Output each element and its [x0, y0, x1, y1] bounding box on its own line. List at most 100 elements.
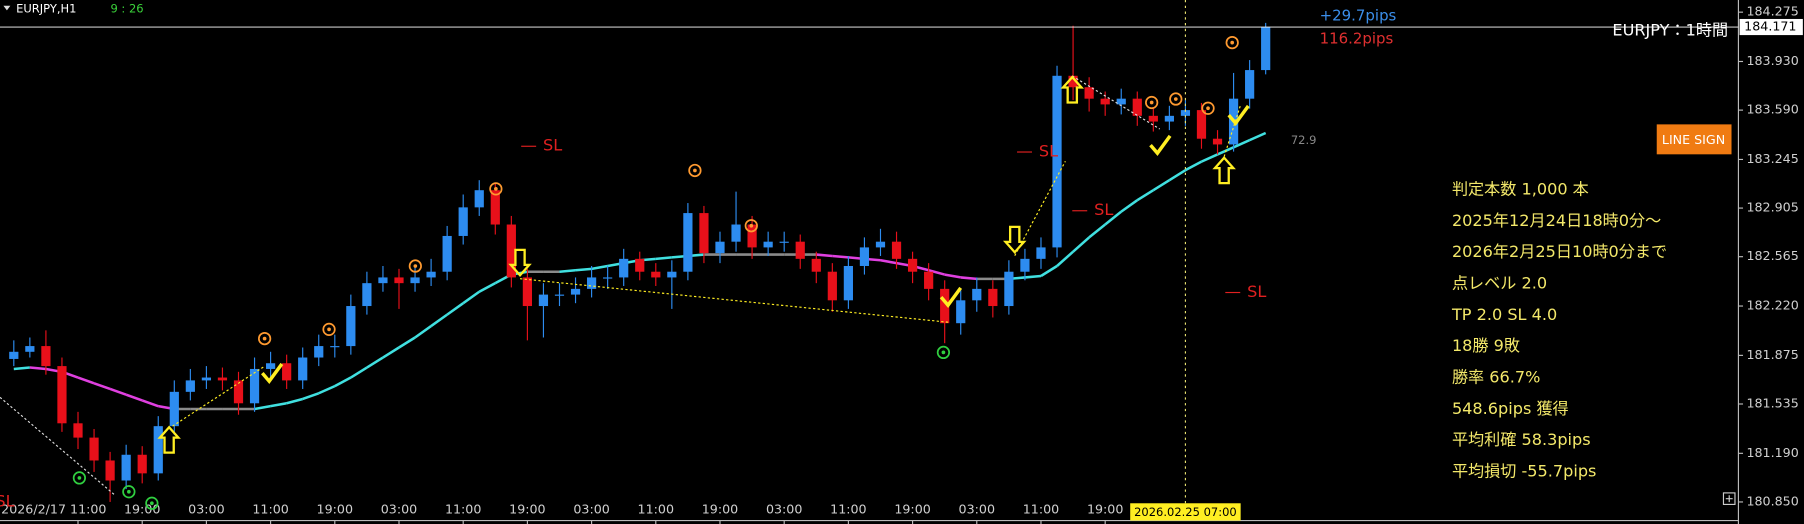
sl-label: SL: [0, 492, 15, 511]
ma-segment: [334, 376, 352, 388]
trade-line: [1014, 160, 1066, 256]
ma-segment: [1136, 189, 1154, 202]
candle-body: [603, 277, 613, 279]
ma-segment: [478, 282, 496, 293]
x-tick-label: 19:00: [894, 502, 930, 517]
candle-body: [859, 247, 870, 266]
ma-segment: [1088, 223, 1106, 239]
candle-body: [346, 306, 356, 347]
candle-body: [282, 363, 292, 381]
x-tick-label: 03:00: [573, 502, 609, 517]
candle-body: [827, 271, 837, 301]
trade-line: [0, 396, 116, 496]
y-tick-label: 180.850: [1746, 493, 1798, 508]
ma-segment: [366, 356, 384, 369]
ma-segment: [13, 366, 30, 371]
candle-body: [1052, 75, 1062, 248]
candle-body: [9, 351, 19, 359]
ma-segment: [382, 346, 400, 359]
ma-segment: [960, 276, 977, 281]
candle-body: [699, 213, 709, 254]
candle-body: [522, 277, 532, 307]
ma-segment: [93, 382, 111, 391]
ma-segment: [1233, 138, 1251, 149]
ma-segment: [302, 392, 320, 401]
candle-body: [410, 277, 420, 284]
ma-segment: [254, 404, 271, 411]
cursor-time-box: [1130, 503, 1241, 521]
candle-body: [940, 288, 950, 324]
candle-body: [217, 377, 228, 381]
profit-current: +29.7pips: [1320, 7, 1397, 25]
ma-segment: [575, 267, 592, 272]
candle-body: [25, 346, 35, 352]
candle-body: [1180, 110, 1191, 116]
ma-segment: [77, 376, 95, 385]
zoom-icon[interactable]: [1722, 492, 1736, 505]
candle-body: [924, 271, 934, 289]
line-sign-button[interactable]: [1656, 124, 1732, 155]
candle-body: [1261, 27, 1271, 71]
x-tick-label: 03:00: [188, 502, 224, 517]
candle-body: [490, 190, 500, 225]
profit-total: 116.2pips: [1320, 30, 1394, 48]
chart-title: EURJPY：1時間: [1612, 21, 1728, 40]
zoom-plus[interactable]: [1725, 495, 1733, 503]
y-tick-label: 181.535: [1746, 395, 1798, 410]
ma-segment: [1184, 160, 1203, 172]
candle-body: [988, 288, 998, 307]
candle-body: [554, 294, 565, 296]
candle-body: [651, 271, 661, 278]
ma-segment: [591, 264, 608, 271]
line-sign-label[interactable]: LINE SIGN: [1662, 132, 1725, 147]
candle-body: [1100, 98, 1110, 105]
candle-body: [763, 241, 773, 248]
candle-body: [298, 357, 308, 381]
candle-body: [956, 300, 966, 324]
candle-body: [619, 258, 629, 278]
y-tick-label: 181.190: [1746, 445, 1798, 460]
ma-segment: [1200, 153, 1219, 163]
candle-body: [538, 294, 549, 307]
candle-body: [265, 363, 276, 369]
x-tick-label: 11:00: [252, 502, 288, 517]
candle-body: [635, 258, 645, 272]
ma-segment: [318, 384, 336, 395]
candle-body: [249, 368, 260, 404]
ma-segment: [928, 269, 946, 276]
candle-body: [458, 207, 468, 236]
ma-segment: [655, 256, 672, 261]
candle-body: [1020, 258, 1030, 272]
ma-segment: [125, 393, 143, 402]
cursor-time-label: 2026.02.25 07:00: [1134, 505, 1237, 519]
candle-body: [1116, 98, 1126, 105]
y-tick-label: 182.220: [1746, 298, 1798, 313]
candle-body: [811, 258, 821, 272]
y-tick-label: 183.245: [1746, 151, 1798, 166]
candle-body: [506, 224, 516, 278]
ma-segment: [1024, 274, 1042, 279]
stat-line: 平均損切 -55.7pips: [1452, 461, 1596, 480]
x-tick-label: 03:00: [766, 502, 802, 517]
candle-body: [1132, 98, 1142, 116]
ma-segment: [286, 397, 304, 405]
y-tick-label: 182.905: [1746, 200, 1798, 215]
candle-body: [185, 380, 195, 392]
candle-body: [731, 224, 741, 242]
candle-body: [1004, 271, 1014, 307]
sl-markers: SL SL SL SL SL: [0, 136, 1266, 511]
candle-body: [747, 224, 757, 248]
candle-body: [41, 346, 51, 367]
candle-body: [378, 277, 388, 284]
stat-line: 勝率 66.7%: [1452, 367, 1540, 386]
x-tick-label: 11:00: [445, 502, 481, 517]
menu-triangle[interactable]: [3, 5, 11, 11]
ma-segment: [446, 302, 464, 316]
candle-body: [1212, 138, 1223, 145]
candle-body: [474, 190, 484, 208]
candle-body: [586, 277, 597, 289]
